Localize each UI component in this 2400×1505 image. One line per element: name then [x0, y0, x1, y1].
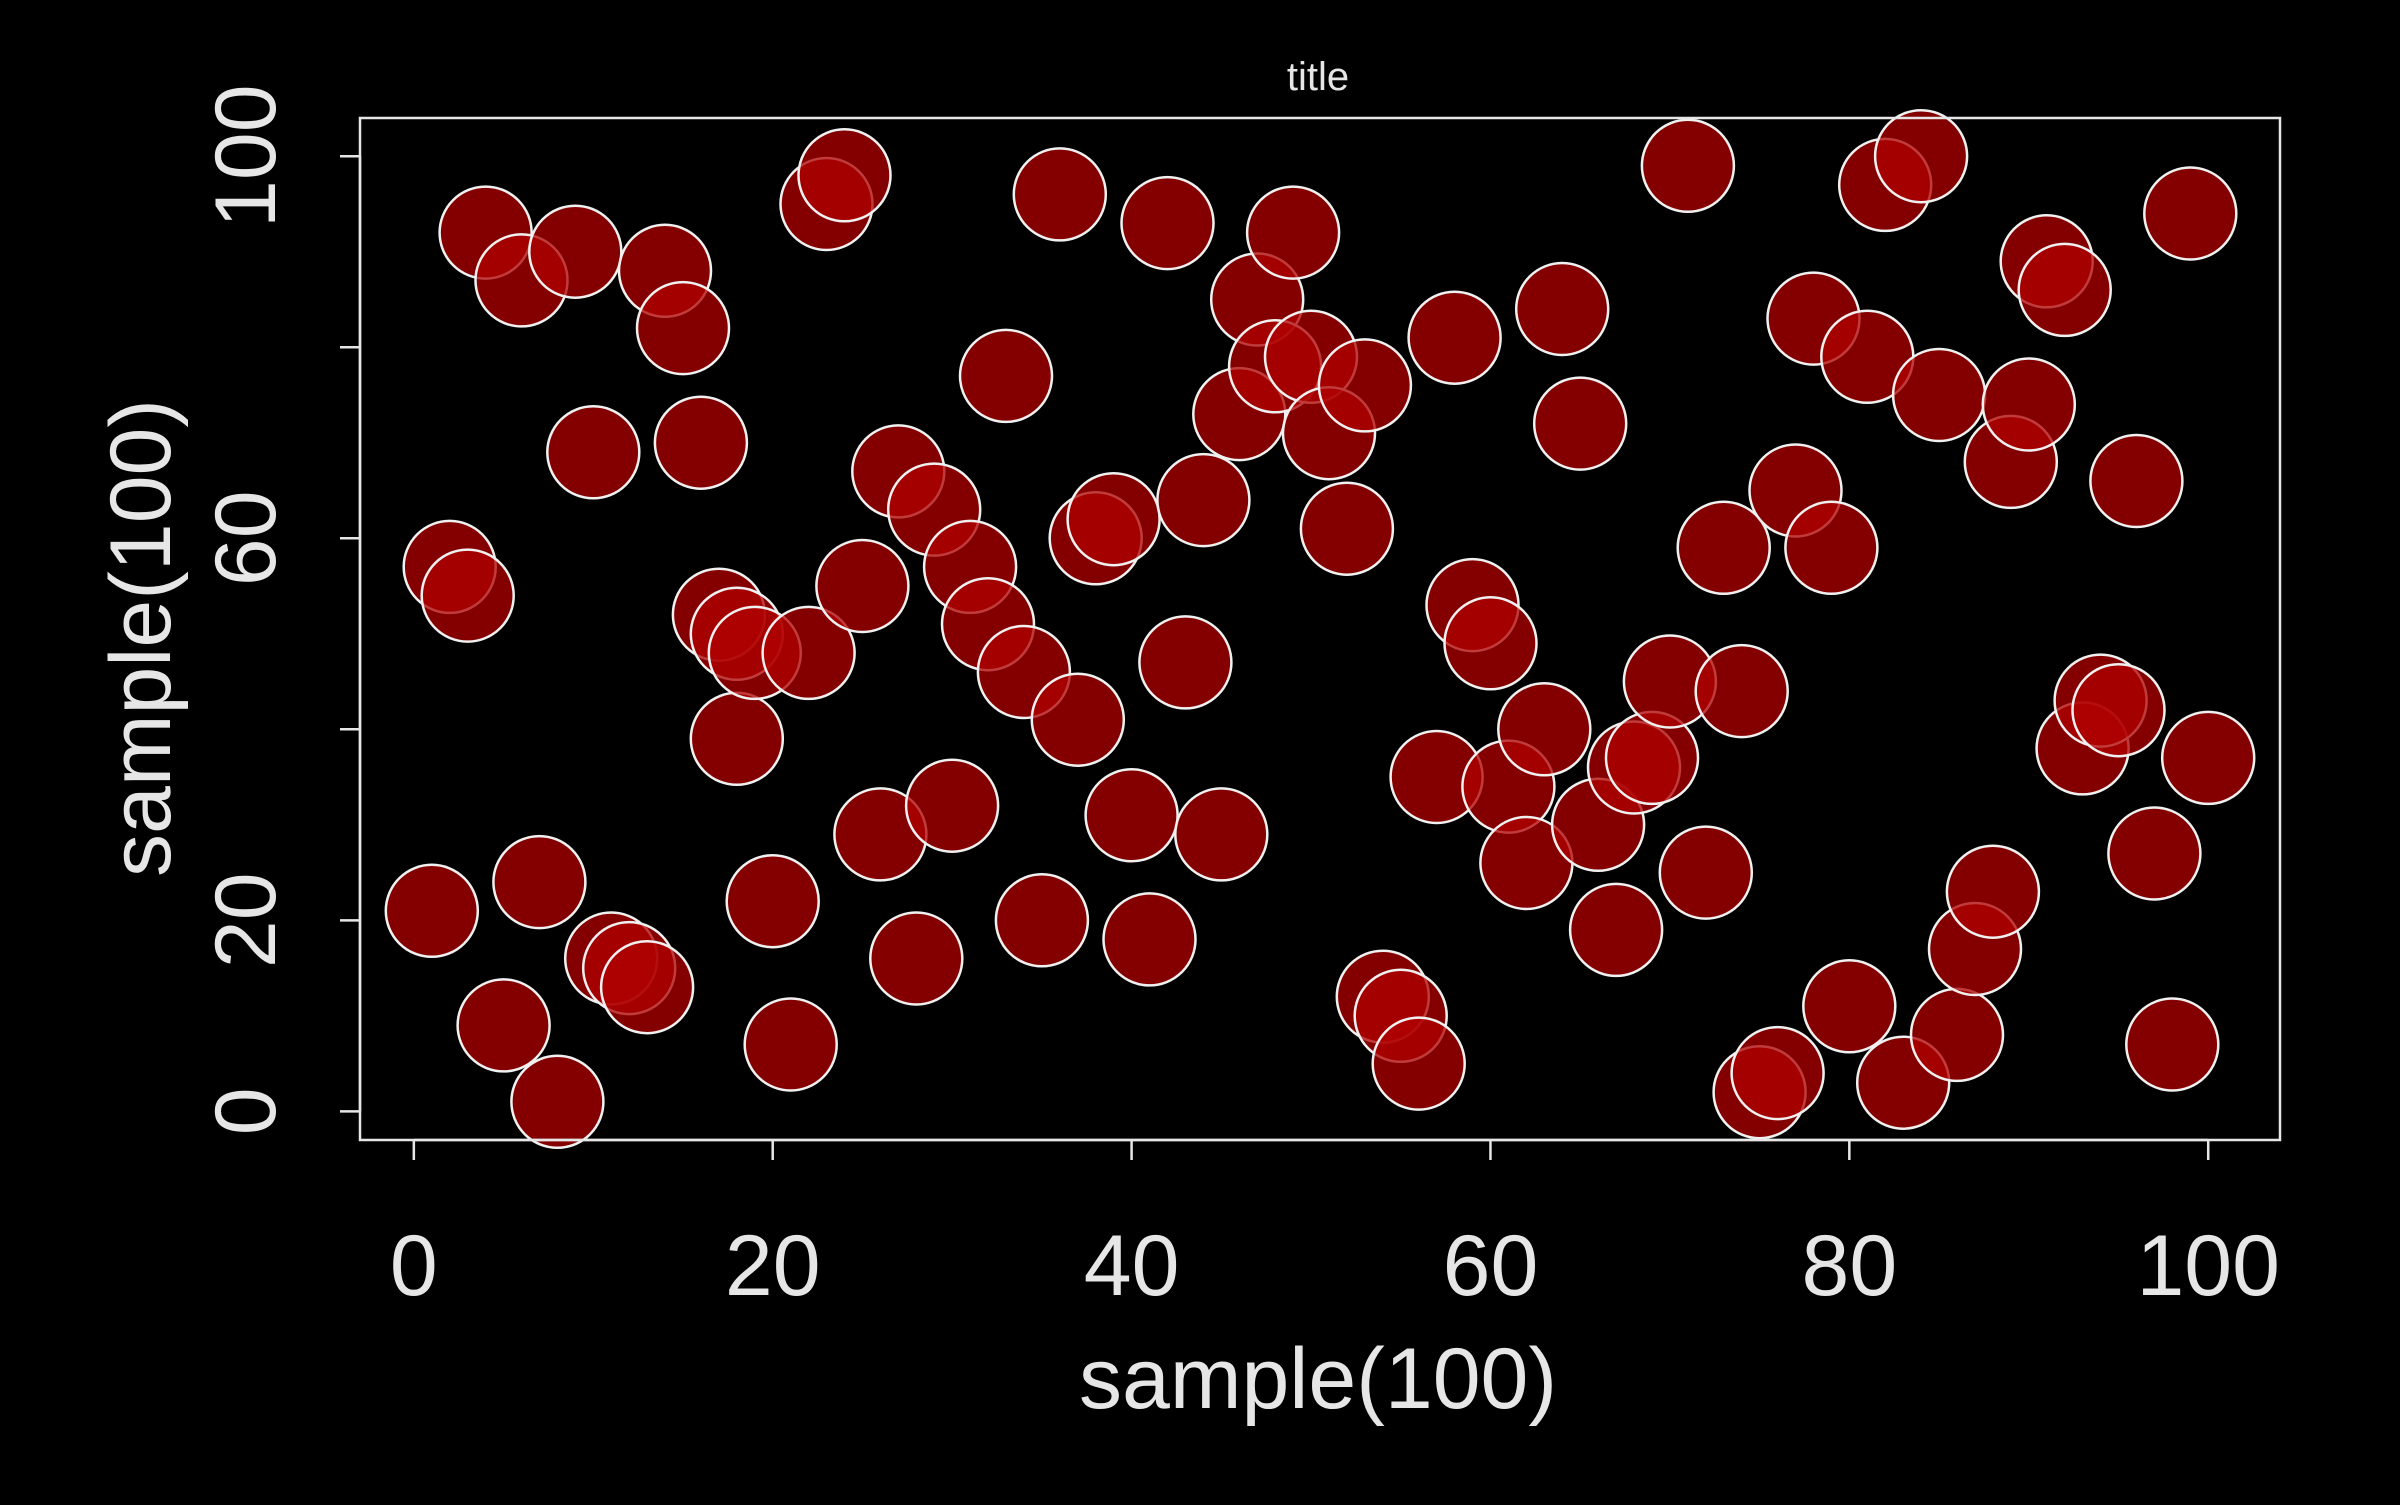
scatter-point	[1532, 376, 1628, 471]
scatter-point	[1802, 959, 1897, 1054]
scatter-point	[1873, 108, 1969, 204]
scatter-point	[761, 605, 856, 701]
scatter-point	[1138, 615, 1233, 710]
scatter-point	[1981, 357, 2077, 452]
scatter-point	[492, 834, 587, 930]
scatter-point	[2160, 710, 2256, 806]
scatter-point	[725, 853, 820, 949]
scatter-point	[869, 911, 964, 1006]
scatter-point	[1030, 672, 1126, 767]
x-tick-label: 0	[390, 1218, 438, 1314]
scatter-point	[2107, 806, 2202, 901]
scatter-point	[815, 538, 910, 634]
scatter-point	[1245, 185, 1341, 280]
scatter-point	[456, 978, 551, 1073]
scatter-point	[2143, 166, 2238, 261]
scatter-point	[904, 758, 1000, 853]
scatter-point	[1568, 882, 1664, 978]
scatter-point	[1407, 290, 1502, 385]
scatter-point	[1909, 987, 2005, 1083]
scatter-point	[1012, 147, 1108, 242]
scatter-point	[797, 128, 892, 223]
scatter-point	[653, 395, 749, 490]
scatter-point	[1084, 768, 1179, 863]
scatter-point	[1443, 596, 1538, 691]
scatter-point	[1174, 787, 1269, 882]
scatter-point	[1120, 175, 1215, 271]
scatter-point	[1102, 892, 1197, 987]
chart-title: title	[1287, 55, 1349, 99]
scatter-point	[1784, 500, 1879, 596]
scatter-point	[528, 204, 623, 299]
scatter-point	[743, 997, 838, 1092]
x-axis-label: sample(100)	[1079, 1331, 1557, 1427]
scatter-point	[1299, 481, 1395, 576]
x-tick-label: 40	[1084, 1218, 1180, 1314]
scatter-point	[384, 863, 480, 959]
y-tick-label: 20	[198, 872, 294, 968]
scatter-point	[420, 548, 515, 643]
scatter-point	[510, 1054, 605, 1150]
x-tick-label: 100	[2136, 1218, 2280, 1314]
scatter-point	[1694, 643, 1789, 739]
points-layer	[384, 108, 2256, 1150]
y-tick-label: 100	[198, 84, 294, 228]
x-tick-label: 60	[1443, 1218, 1539, 1314]
scatter-point	[1658, 825, 1754, 920]
scatter-point	[599, 939, 695, 1035]
y-tick-label: 60	[198, 490, 294, 586]
scatter-point	[1640, 118, 1736, 214]
scatter-point	[2017, 242, 2112, 338]
scatter-point	[689, 691, 785, 787]
scatter-point	[2125, 997, 2220, 1092]
x-axis: 0 20 40 60 80 100	[390, 1138, 2280, 1314]
scatter-point	[1945, 844, 2041, 939]
scatter-point	[1066, 471, 1161, 567]
scatter-point	[1371, 1016, 1466, 1111]
y-axis: 0 20 60 100	[198, 84, 362, 1135]
y-axis-label: sample(100)	[93, 399, 189, 877]
scatter-point	[1514, 261, 1610, 357]
scatter-point	[994, 873, 1090, 968]
scatter-point	[1730, 1025, 1825, 1121]
x-tick-label: 20	[725, 1218, 821, 1314]
scatter-point	[1676, 500, 1771, 596]
scatter-point	[1156, 452, 1251, 548]
scatter-point	[2089, 433, 2184, 529]
scatter-point	[1891, 347, 1987, 443]
scatter-point	[1497, 682, 1592, 777]
scatter-point	[958, 328, 1054, 424]
scatter-point	[2071, 662, 2166, 758]
scatter-point	[1317, 338, 1413, 433]
scatter-point	[635, 280, 731, 376]
scatter-point	[546, 405, 641, 500]
x-tick-label: 80	[1802, 1218, 1898, 1314]
y-tick-label: 0	[198, 1087, 294, 1135]
